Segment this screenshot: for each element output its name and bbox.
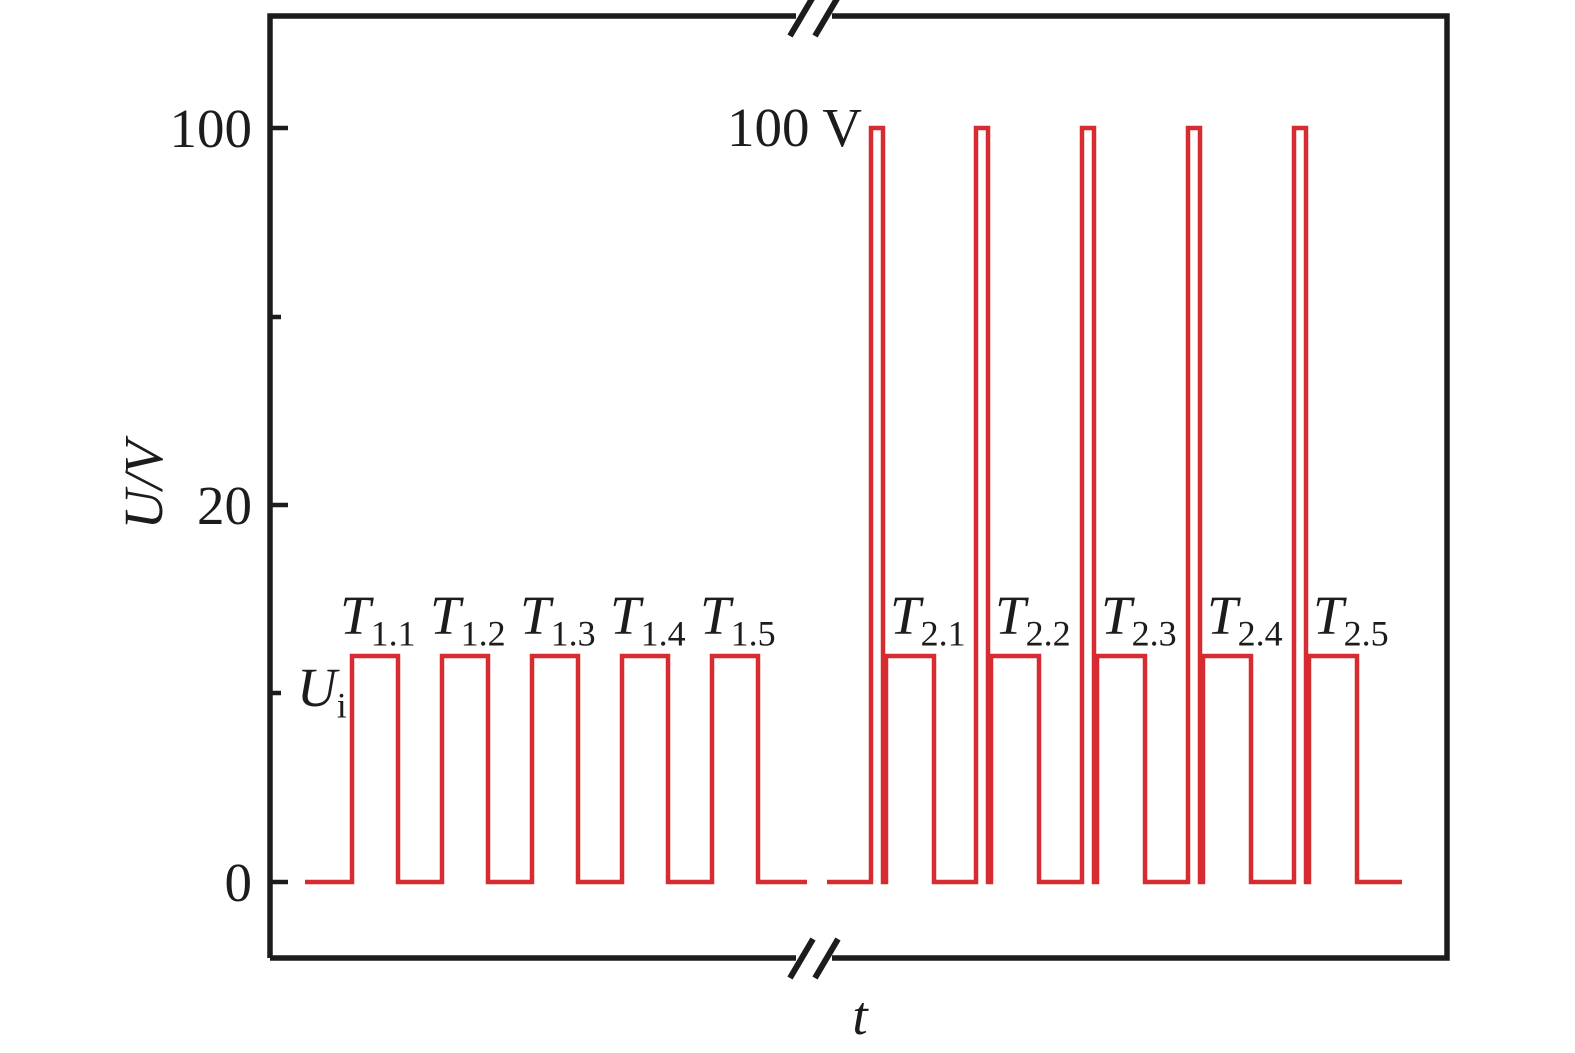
input-level-label: Ui (297, 660, 347, 724)
pulse-period-symbol: T (1313, 585, 1344, 646)
y-tick-label: 100 (169, 98, 253, 159)
y-tick-label: 0 (224, 852, 253, 913)
pulse-period-subscript: 2.1 (920, 613, 966, 654)
pulse-period-label: T1.4 (610, 588, 686, 652)
pulse-period-label: T1.2 (430, 588, 506, 652)
pulse-period-symbol: T (1207, 585, 1238, 646)
waveform-pulse-train-1 (305, 653, 807, 885)
pulse-period-symbol: T (890, 585, 921, 646)
pulse-period-subscript: 2.2 (1025, 613, 1071, 654)
pulse-period-label: T1.3 (520, 588, 596, 652)
pulse-period-label: T2.5 (1313, 588, 1389, 652)
pulse-period-subscript: 1.4 (640, 613, 686, 654)
pulse-period-label: T2.2 (995, 588, 1071, 652)
pulse-period-subscript: 1.2 (460, 613, 506, 654)
x-axis-title: t (852, 985, 868, 1046)
pulse-period-label: T1.1 (340, 588, 416, 652)
y-axis-ticks (272, 125, 288, 885)
pulse-period-symbol: T (1101, 585, 1132, 646)
axis-break-bottom-icon (787, 937, 841, 980)
pulse-period-symbol: T (610, 585, 641, 646)
pulse-period-subscript: 2.3 (1131, 613, 1177, 654)
y-tick-label: 20 (197, 475, 252, 536)
pulse-period-subscript: 2.4 (1237, 613, 1283, 654)
waveform-pulse-train-2 (827, 125, 1402, 885)
pulse-period-label: T1.5 (700, 588, 776, 652)
pulse-period-symbol: T (700, 585, 731, 646)
pulse-period-subscript: 1.1 (370, 613, 416, 654)
pulse-period-subscript: 1.3 (550, 613, 596, 654)
pulse-period-symbol: T (520, 585, 551, 646)
plot-border (267, 13, 1450, 961)
axis-break-top-icon (787, 0, 840, 38)
pulse-period-label: T2.4 (1207, 588, 1283, 652)
pulse-period-subscript: 2.5 (1343, 613, 1389, 654)
pulse-period-subscript: 1.5 (730, 613, 776, 654)
input-level-subscript: i (336, 685, 347, 726)
pulse-period-symbol: T (430, 585, 461, 646)
pulse-period-label: T2.3 (1101, 588, 1177, 652)
input-level-symbol: U (297, 657, 337, 718)
pulse-period-label: T2.1 (890, 588, 966, 652)
pulse-period-symbol: T (340, 585, 371, 646)
pulse-period-symbol: T (995, 585, 1026, 646)
peak-voltage-label: 100 V (727, 97, 862, 158)
